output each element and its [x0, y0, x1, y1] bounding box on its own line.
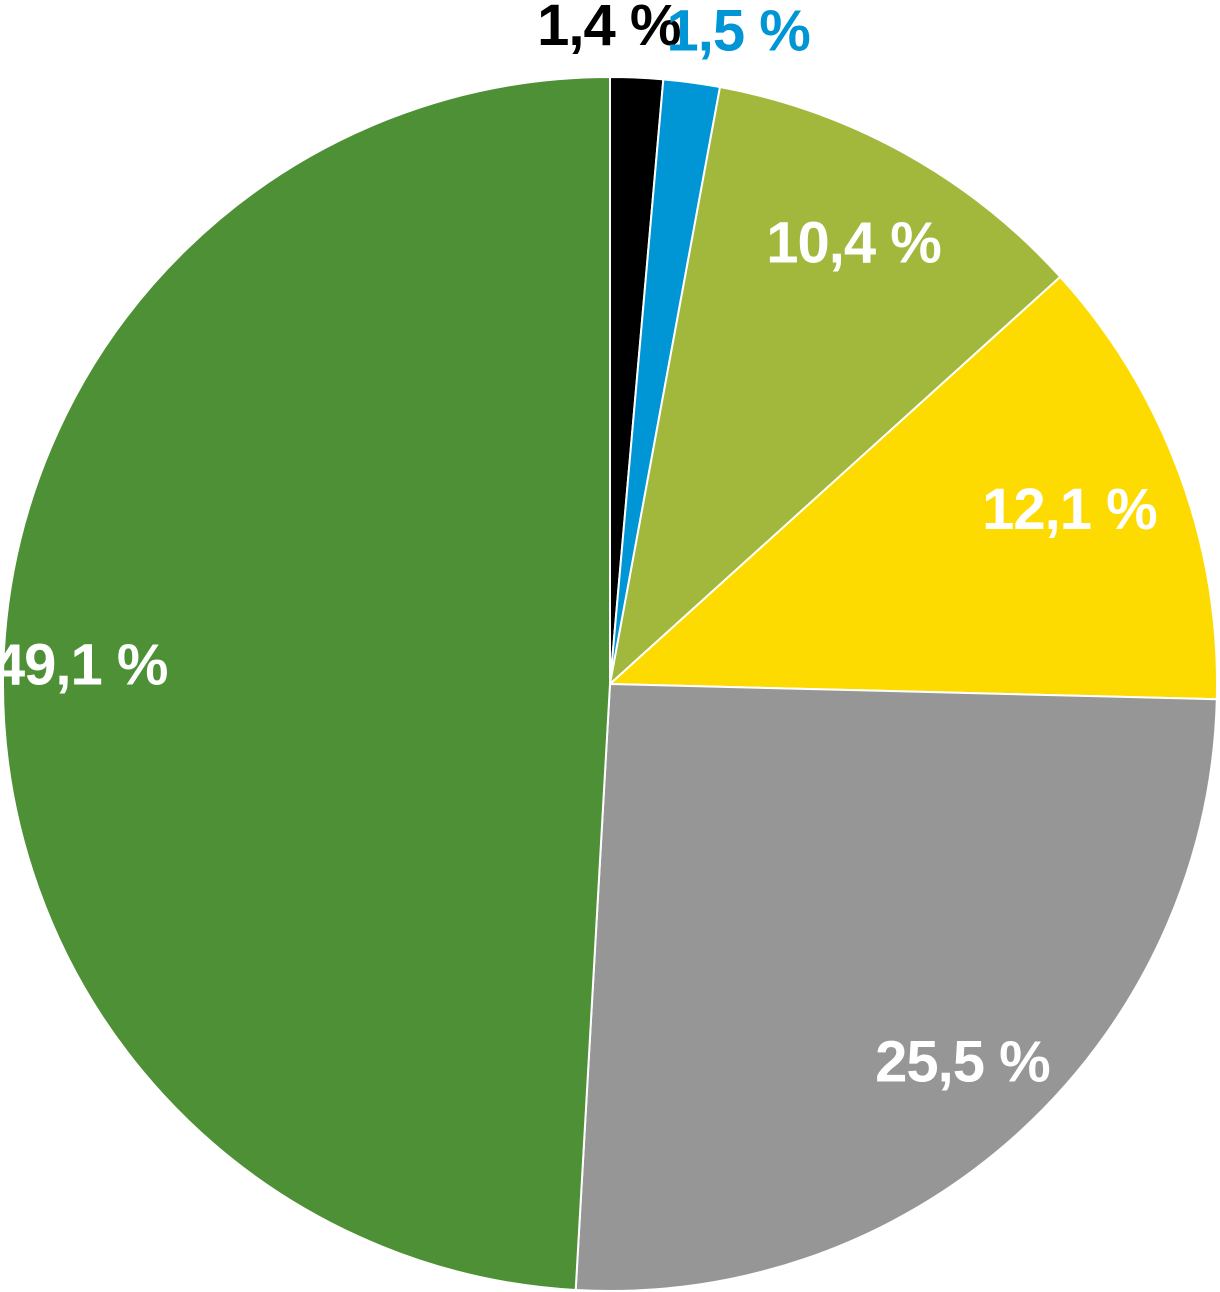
- data-label-1: 1,5 %: [667, 0, 811, 63]
- data-label-4: 25,5 %: [875, 1030, 1050, 1095]
- data-label-0: 1,4 %: [537, 0, 681, 58]
- data-label-5: 49,1 %: [0, 632, 168, 697]
- pie-slice-5: [2, 75, 611, 1292]
- pie-slice-2: [608, 85, 1062, 687]
- pie-labels: 1,4 %1,5 % 10,4 % 12,1 % 25,5 % 49,1 %: [0, 0, 1157, 1095]
- pie-slice-4: [574, 682, 1218, 1292]
- data-label-2: 10,4 %: [766, 211, 941, 276]
- pie-slice-3: [607, 275, 1218, 701]
- data-label-3: 12,1 %: [982, 477, 1157, 542]
- pie-slices: [2, 75, 1218, 1292]
